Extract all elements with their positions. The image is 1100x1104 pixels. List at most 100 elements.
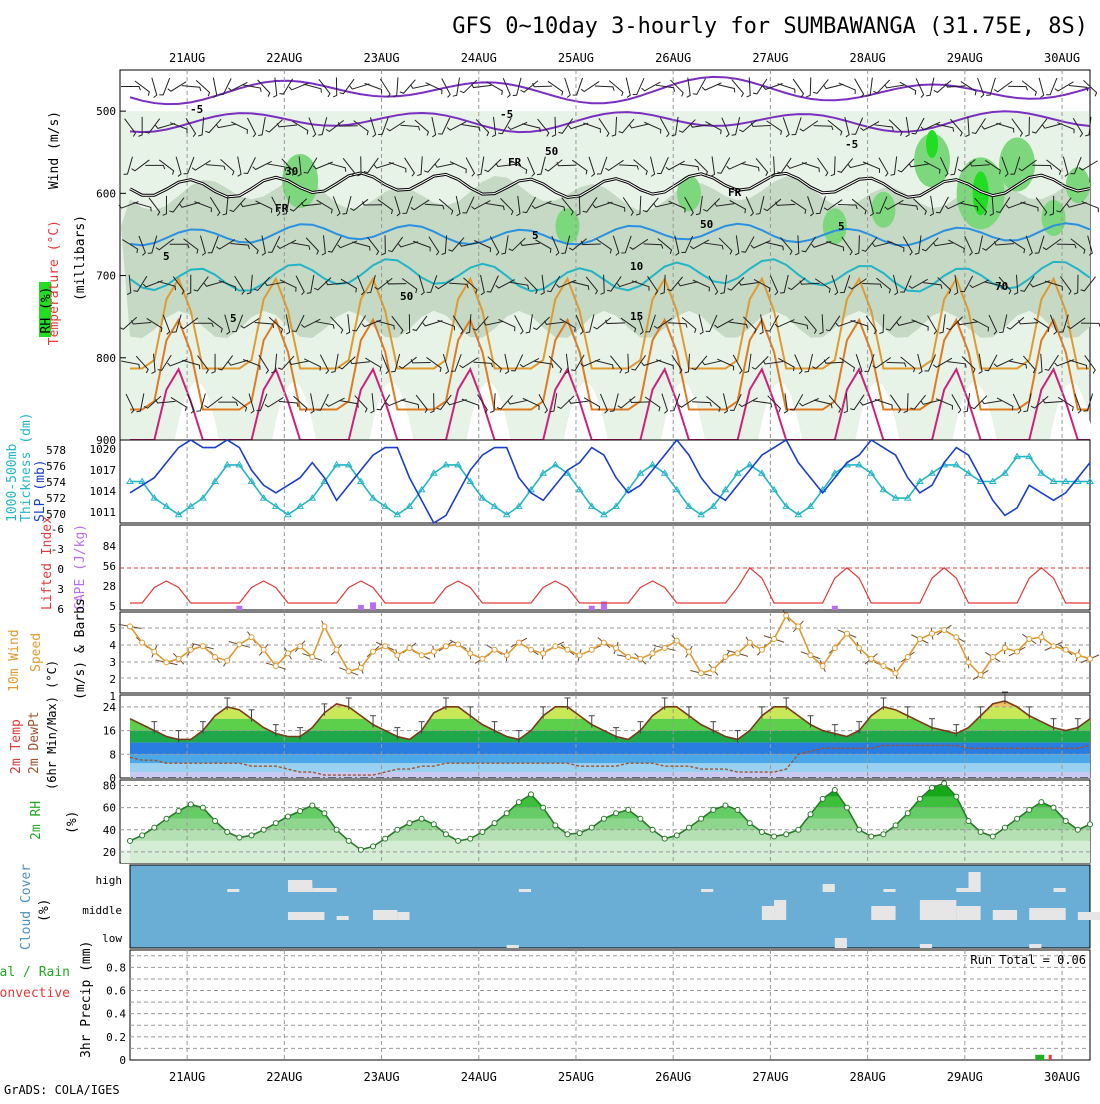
- slp-left-tick: 574: [46, 476, 66, 489]
- slp-left-tick: 578: [46, 444, 66, 457]
- cloud-block: [762, 906, 774, 920]
- contour-label: 5: [163, 250, 170, 263]
- series-point: [711, 667, 716, 672]
- ylabel-cloud-b: (%): [37, 899, 52, 922]
- bottom-date-label: 30AUG: [1044, 1070, 1080, 1084]
- top-date-label: 27AUG: [752, 51, 788, 65]
- temp-tick: 16: [103, 725, 116, 738]
- series-point: [529, 647, 534, 652]
- upper-ytick: 800: [96, 352, 116, 365]
- cape-bar: [832, 606, 838, 610]
- series-point: [553, 823, 558, 828]
- series-point: [954, 794, 959, 799]
- series-point: [128, 624, 133, 629]
- precip-tick: 0.2: [106, 1031, 126, 1044]
- series-point: [468, 651, 473, 656]
- series-point: [626, 807, 631, 812]
- series-point: [990, 834, 995, 839]
- series-point: [1015, 649, 1020, 654]
- series-point: [480, 830, 485, 835]
- series-point: [784, 832, 789, 837]
- series-point: [638, 816, 643, 821]
- series-point: [820, 664, 825, 669]
- series-point: [978, 830, 983, 835]
- series-point: [237, 642, 242, 647]
- series-point: [383, 644, 388, 649]
- upper-ytick: 700: [96, 270, 116, 283]
- series-point: [832, 787, 837, 792]
- series-point: [784, 613, 789, 618]
- temp-band: [120, 742, 1090, 754]
- series-point: [419, 816, 424, 821]
- cloud-block: [300, 884, 312, 892]
- ylabel-temp2m-b: 2m DewPt: [27, 711, 42, 774]
- cloud-block: [227, 889, 239, 892]
- series-point: [553, 644, 558, 649]
- li-tick: 3: [57, 583, 64, 596]
- precip-tick: 0.6: [106, 985, 126, 998]
- contour-label: 10: [630, 260, 643, 273]
- contour-label: -5: [500, 108, 513, 121]
- ylabel-temp2m-a: 2m Temp: [9, 719, 24, 774]
- temp-band: [120, 754, 1090, 763]
- cape-tick: 84: [103, 540, 117, 553]
- cape-tick: 5: [109, 600, 116, 613]
- series-point: [1075, 653, 1080, 658]
- series-point: [966, 660, 971, 665]
- ylabel-rh2m-b: (%): [65, 811, 80, 834]
- cloud-block: [337, 916, 349, 920]
- series-point: [881, 832, 886, 837]
- li-tick: 6: [57, 603, 64, 616]
- contour-label: 5: [230, 312, 237, 325]
- slp-left-tick: 572: [46, 492, 66, 505]
- series-point: [1063, 647, 1068, 652]
- series-point: [225, 658, 230, 663]
- series-point: [1039, 800, 1044, 805]
- series-point: [322, 624, 327, 629]
- ylabel-precip-c: 3hr Precip (mm): [79, 941, 94, 1058]
- series-point: [735, 651, 740, 656]
- series-point: [759, 830, 764, 835]
- series-point: [662, 646, 667, 651]
- series-point: [686, 825, 691, 830]
- series-point: [298, 808, 303, 813]
- series-point: [942, 628, 947, 633]
- series-point: [346, 838, 351, 843]
- series-point: [1002, 825, 1007, 830]
- series-point: [966, 818, 971, 823]
- series-point: [213, 818, 218, 823]
- series-point: [456, 642, 461, 647]
- li-tick: 0: [57, 563, 64, 576]
- series-point: [1051, 805, 1056, 810]
- series-point: [844, 805, 849, 810]
- bottom-date-label: 22AUG: [266, 1070, 302, 1084]
- cloud-block: [397, 912, 409, 920]
- top-date-label: 21AUG: [169, 51, 205, 65]
- series-point: [905, 655, 910, 660]
- series-point: [419, 653, 424, 658]
- series-point: [443, 644, 448, 649]
- series-point: [334, 827, 339, 832]
- precip-tick: 0.4: [106, 1008, 126, 1021]
- upper-ylabels: Wind (m/s) Temperature (°C) RH (%) (mill…: [39, 111, 88, 345]
- series-point: [140, 640, 145, 645]
- series-point: [626, 655, 631, 660]
- rh-tick: 60: [103, 802, 116, 815]
- series-point: [808, 653, 813, 658]
- series-point: [1027, 637, 1032, 642]
- series-point: [954, 635, 959, 640]
- series-point: [723, 803, 728, 808]
- series-point: [164, 816, 169, 821]
- contour-label: 5: [838, 220, 845, 233]
- series-point: [650, 651, 655, 656]
- cape-tick: 28: [103, 580, 116, 593]
- ylabel-wind10-a: 10m Wind: [7, 629, 22, 692]
- ylabel-rh: RH (%): [39, 287, 54, 334]
- wind-tick: 4: [109, 639, 116, 652]
- series-point: [990, 655, 995, 660]
- series-point: [395, 827, 400, 832]
